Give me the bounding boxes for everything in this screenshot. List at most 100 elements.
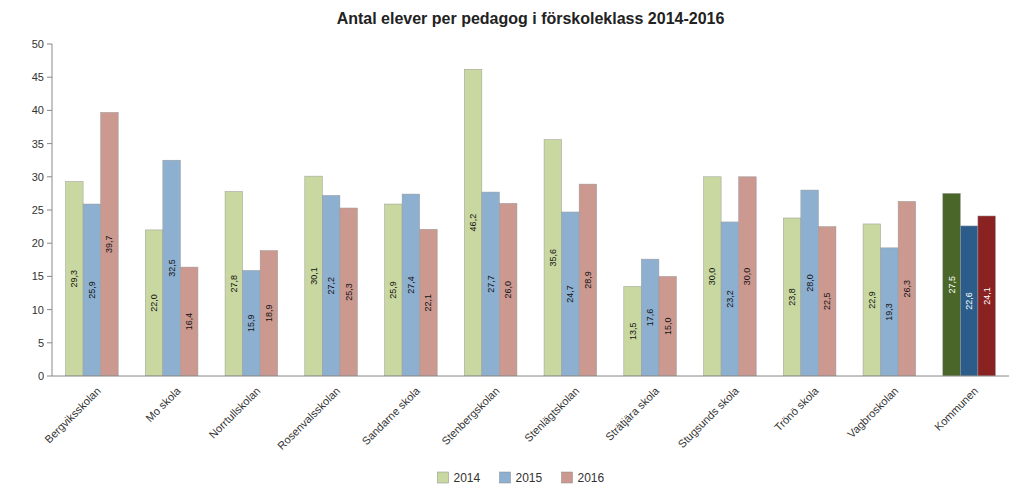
data-label: 25,9 [87, 281, 97, 299]
bar [783, 218, 801, 376]
bars [66, 69, 996, 376]
y-tick-label: 50 [32, 38, 44, 50]
y-tick [47, 342, 52, 343]
x-tick-label: Rosenvalsskolan [275, 385, 342, 452]
legend-swatch [438, 472, 449, 483]
bar [305, 176, 323, 376]
y-tick [47, 176, 52, 177]
data-label: 28,0 [805, 274, 815, 292]
data-label: 22,0 [149, 294, 159, 312]
data-label: 22,6 [964, 292, 974, 310]
chart: Antal elever per pedagog i förskoleklass… [0, 0, 1023, 498]
bar [579, 184, 597, 376]
bar [66, 181, 84, 376]
data-label: 29,3 [69, 270, 79, 288]
y-tick [47, 143, 52, 144]
bar [801, 190, 819, 376]
data-label: 16,4 [184, 313, 194, 331]
bar [659, 276, 677, 376]
y-tick-label: 5 [38, 337, 44, 349]
data-label: 25,3 [344, 283, 354, 301]
y-tick-label: 25 [32, 204, 44, 216]
data-label: 27,8 [229, 275, 239, 293]
bar [818, 227, 836, 376]
y-tick-label: 35 [32, 138, 44, 150]
x-tick-label: Bergviksskolan [42, 385, 103, 446]
data-label: 35,6 [548, 249, 558, 267]
legend-label: 2015 [516, 471, 543, 485]
bar [340, 208, 358, 376]
bar [721, 222, 739, 376]
bar [544, 140, 562, 376]
data-label: 27,5 [947, 276, 957, 294]
bar [180, 267, 198, 376]
x-tick-label: Kommunen [932, 385, 980, 433]
data-label: 15,0 [663, 317, 673, 335]
y-tick-label: 15 [32, 270, 44, 282]
data-label: 22,9 [867, 291, 877, 309]
legend-label: 2016 [578, 471, 605, 485]
data-label: 18,9 [264, 304, 274, 322]
legend-label: 2014 [454, 471, 481, 485]
bar [402, 194, 420, 376]
y-tick-label: 10 [32, 304, 44, 316]
bar [739, 177, 757, 376]
bar [641, 259, 659, 376]
bar [385, 204, 403, 376]
bar [704, 177, 722, 376]
bar [225, 191, 243, 376]
x-tick-label: Mo skola [143, 384, 183, 424]
data-label: 46,2 [468, 214, 478, 232]
data-label: 13,5 [628, 322, 638, 340]
legend: 2014 2015 2016 [438, 471, 605, 485]
data-label: 39,7 [104, 235, 114, 253]
bar [260, 251, 278, 376]
y-tick-label: 40 [32, 104, 44, 116]
x-tick-label: Stenlägtskolan [522, 385, 582, 445]
bar [624, 286, 642, 376]
x-tick-label: Trönö skola [772, 384, 821, 433]
bar [499, 203, 517, 376]
data-label: 19,3 [884, 303, 894, 321]
legend-swatch [500, 472, 511, 483]
bar [322, 195, 340, 376]
bar [562, 212, 580, 376]
bar [101, 112, 119, 376]
data-label: 28,9 [583, 271, 593, 289]
y-tick [47, 210, 52, 211]
y-tick-label: 0 [38, 370, 44, 382]
data-label: 27,7 [486, 275, 496, 293]
bar [163, 160, 181, 376]
data-label: 17,6 [645, 309, 655, 327]
bar [243, 270, 261, 376]
bar [881, 248, 899, 376]
bar [83, 204, 101, 376]
y-axis: 05101520253035404550 [32, 38, 52, 382]
data-label: 22,1 [423, 294, 433, 312]
x-tick-label: Vagbroskolan [845, 385, 900, 440]
y-tick [47, 376, 52, 377]
data-label: 22,5 [822, 293, 832, 311]
data-label: 23,8 [787, 288, 797, 306]
title: Antal elever per pedagog i förskoleklass… [337, 10, 725, 27]
y-tick [47, 44, 52, 45]
legend-swatch [562, 472, 573, 483]
x-axis-line [52, 376, 1009, 377]
bar [960, 226, 978, 376]
x-tick-label: Stugsunds skola [675, 384, 741, 450]
y-tick [47, 243, 52, 244]
y-tick-label: 20 [32, 237, 44, 249]
x-axis: BergviksskolanMo skolaNorrtullskolanRose… [42, 376, 1009, 452]
data-label: 27,2 [326, 277, 336, 295]
data-label: 15,9 [246, 314, 256, 332]
bar [420, 229, 438, 376]
data-label: 23,2 [725, 290, 735, 308]
bar [145, 230, 163, 376]
bar [482, 192, 500, 376]
bar [898, 201, 916, 376]
y-axis-line [52, 44, 53, 376]
data-label: 30,0 [742, 268, 752, 286]
data-label: 32,5 [167, 259, 177, 277]
bar [464, 69, 482, 376]
data-label: 24,1 [982, 287, 992, 305]
